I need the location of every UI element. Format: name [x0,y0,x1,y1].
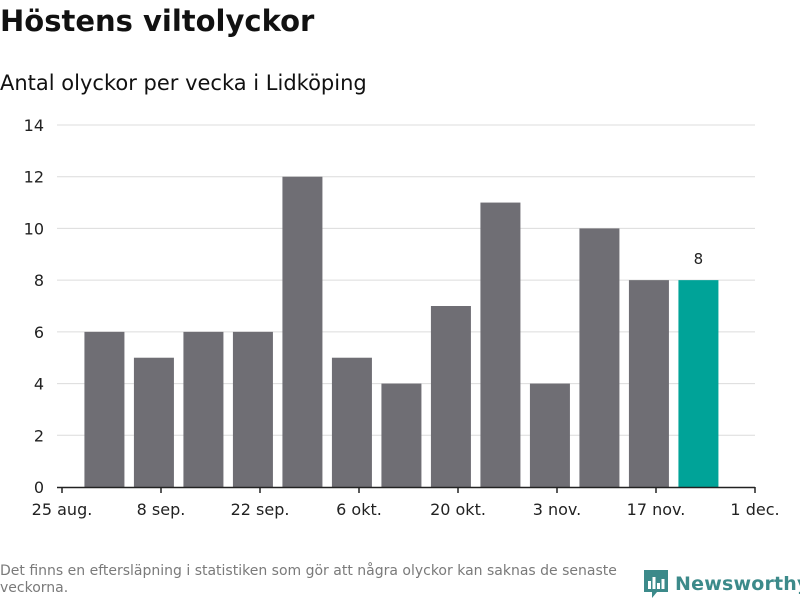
bar [480,202,521,488]
bar [430,306,471,487]
bar [232,331,273,487]
x-tick-label: 25 aug. [32,500,93,519]
bar [183,331,224,487]
chart-subtitle: Antal olyckor per vecka i Lidköping [0,71,367,95]
bar [579,228,620,487]
y-tick-label: 0 [34,478,44,497]
y-tick-label: 14 [24,116,44,135]
x-tick-label: 17 nov. [627,500,686,519]
bar [282,176,323,487]
bar-chart: 25 aug. 8 sep. 22 sep. 6 okt. 20 okt. 3 nov. 1… [24,116,780,519]
y-tick-label: 10 [24,219,44,238]
bar [331,357,372,487]
bar [678,280,719,487]
y-axis: 0 2 4 6 8 10 12 14 [24,116,44,497]
x-tick-label: 8 sep. [137,500,186,519]
bar [628,280,669,487]
bar-chart-speech-bubble-icon [644,570,668,598]
newsworthy-logo: Newsworthy [644,569,800,599]
x-tick-label: 3 nov. [533,500,582,519]
bar [84,331,125,487]
x-axis: 25 aug. 8 sep. 22 sep. 6 okt. 20 okt. 3 nov. 1… [32,486,780,519]
y-tick-label: 6 [34,323,44,342]
y-tick-label: 4 [34,375,44,394]
bar [381,383,422,487]
chart-title: Höstens viltolyckor [0,4,315,38]
data-labels: 8 [694,250,704,268]
x-tick-label: 1 dec. [730,500,779,519]
y-tick-label: 12 [24,168,44,187]
bar [529,383,570,487]
y-tick-label: 8 [34,271,44,290]
x-tick-label: 22 sep. [231,500,290,519]
x-tick-label: 6 okt. [336,500,382,519]
x-tick-label: 20 okt. [430,500,486,519]
bar [133,357,174,487]
footnote: Det finns en eftersläpning i statistiken… [0,563,617,596]
bars [84,176,719,488]
brand-name: Newsworthy [675,573,800,595]
y-tick-label: 2 [34,426,44,445]
data-label: 8 [694,250,704,268]
